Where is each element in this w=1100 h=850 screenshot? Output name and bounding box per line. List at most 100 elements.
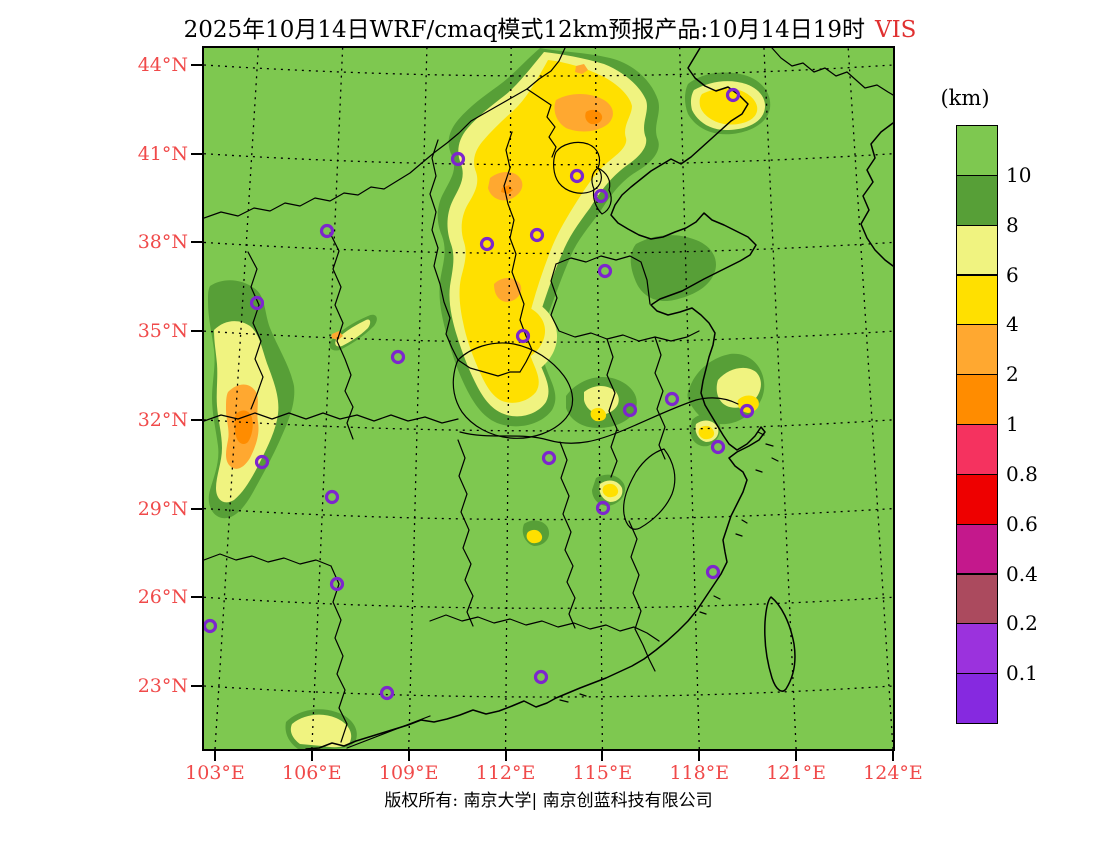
legend-color-box (956, 374, 998, 425)
legend-color-box (956, 673, 998, 724)
title-text: 2025年10月14日WRF/cmaq模式12km预报产品:10月14日19时 (183, 17, 865, 43)
city-marker (739, 403, 755, 419)
legend-tick-label: 10 (1006, 162, 1032, 187)
parallel-line (204, 153, 893, 166)
lat-tick (191, 507, 203, 510)
legend-unit-label: (km) (940, 86, 990, 110)
parallel-line (204, 419, 893, 432)
lon-tick (601, 750, 604, 761)
parallel-line (204, 596, 893, 609)
city-marker (379, 685, 395, 701)
city-marker (450, 151, 466, 167)
lat-label: 44°N (137, 54, 188, 76)
lon-tick (310, 750, 313, 761)
legend-color-box (956, 125, 998, 176)
lat-tick (191, 685, 203, 687)
legend-tick-label: 1 (1006, 412, 1019, 436)
forecast-map (204, 48, 893, 749)
copyright-text: 版权所有: 南京大学| 南京创蓝科技有限公司 (384, 791, 713, 811)
legend-color-box (956, 224, 998, 276)
province-borders (204, 48, 893, 749)
lat-label: 35°N (137, 320, 188, 343)
lat-label: 38°N (137, 231, 188, 254)
meridian-line (408, 48, 428, 749)
city-marker (725, 87, 741, 103)
lat-label: 32°N (137, 408, 188, 431)
lat-tick (191, 64, 203, 66)
lat-tick (191, 418, 203, 421)
map-frame (202, 46, 895, 751)
legend-color-box (956, 473, 998, 525)
lon-label: 106°E (282, 762, 342, 784)
page-title: 2025年10月14日WRF/cmaq模式12km预报产品:10月14日19时 V… (0, 10, 1100, 44)
legend-tick-label: 6 (1006, 262, 1019, 287)
legend-color-box (956, 573, 998, 625)
city-marker (664, 391, 680, 407)
meridian-line (847, 48, 893, 749)
lon-tick (407, 750, 410, 761)
parallel-line (204, 241, 893, 255)
city-marker (595, 500, 611, 516)
lat-tick (191, 330, 203, 333)
legend-color-box (956, 324, 998, 376)
city-marker (324, 489, 340, 505)
parallel-line (204, 685, 893, 698)
city-marker (622, 402, 638, 418)
city-marker (597, 263, 613, 279)
meridian-line (504, 48, 512, 749)
city-marker (533, 669, 549, 685)
legend-tick-label: 0.8 (1006, 461, 1038, 486)
graticule (204, 48, 893, 749)
vis-band-4-6 (459, 60, 759, 544)
legend-color-box (956, 174, 998, 226)
city-marker (529, 227, 545, 243)
legend-tick-label: 0.4 (1006, 561, 1038, 586)
city-marker (254, 454, 270, 470)
legend-tick-label: 0.6 (1006, 511, 1038, 536)
lon-label: 121°E (766, 762, 826, 784)
city-marker (541, 450, 557, 466)
lon-label: 109°E (378, 762, 439, 784)
city-markers (204, 87, 755, 701)
city-marker (329, 576, 345, 592)
lat-tick (191, 241, 203, 244)
parallel-line (204, 330, 893, 343)
city-marker (515, 328, 531, 344)
city-marker (593, 188, 609, 204)
lon-tick (698, 750, 701, 761)
city-marker (705, 564, 721, 580)
meridian-line (214, 48, 260, 749)
legend-tick-label: 8 (1006, 212, 1019, 237)
legend-color-box (956, 523, 998, 575)
meridian-line (763, 48, 797, 749)
meridian-line (311, 48, 344, 749)
legend-tick-label: 0.1 (1006, 661, 1038, 686)
city-marker (249, 295, 265, 311)
lon-label: 118°E (669, 762, 730, 784)
legend-tick-label: 4 (1006, 312, 1019, 337)
city-marker (204, 618, 218, 634)
city-marker (319, 223, 335, 239)
legend-tick-label: 2 (1006, 362, 1019, 387)
lat-tick (191, 596, 203, 599)
legend-color-box (956, 623, 998, 675)
lon-tick (892, 750, 894, 761)
title-variable-tag: VIS (874, 17, 917, 43)
lon-label: 124°E (863, 762, 923, 784)
lat-tick (191, 152, 203, 155)
meridian-line (594, 48, 604, 749)
parallel-line (204, 507, 893, 521)
lon-tick (214, 750, 216, 761)
lat-label: 23°N (137, 675, 188, 697)
lon-label: 103°E (185, 762, 245, 784)
city-marker (479, 236, 495, 252)
lon-label: 115°E (572, 762, 633, 784)
city-marker (569, 168, 585, 184)
lat-label: 29°N (137, 497, 188, 520)
parallel-line (204, 64, 893, 77)
lon-label: 112°E (475, 762, 536, 784)
meridian-line (679, 48, 700, 749)
lat-label: 41°N (137, 142, 188, 165)
lat-label: 26°N (137, 586, 188, 609)
